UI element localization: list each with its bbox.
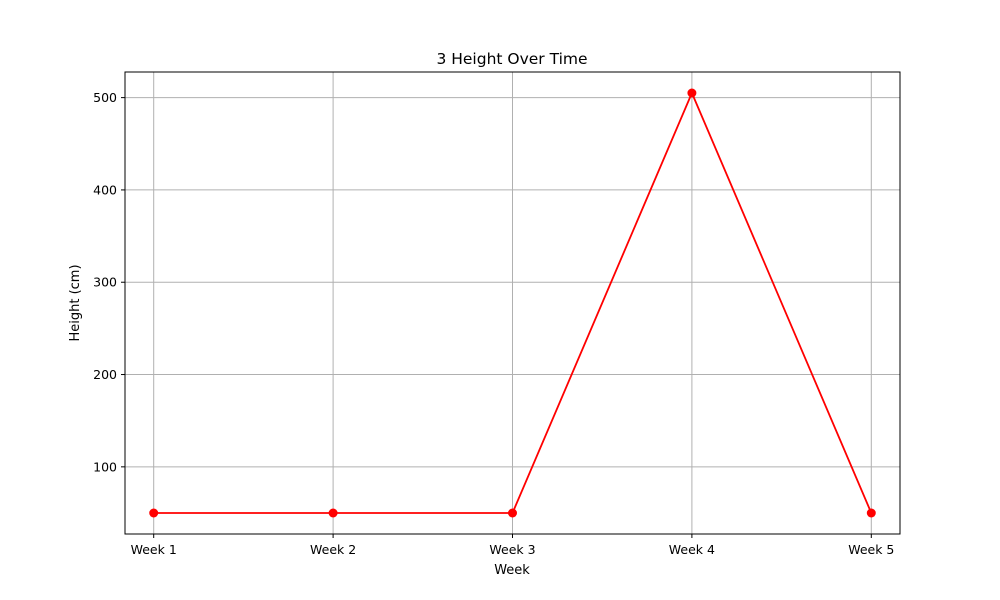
series-layer bbox=[149, 88, 876, 518]
data-point bbox=[149, 508, 159, 518]
data-point bbox=[328, 508, 338, 518]
y-tick-label: 400 bbox=[93, 182, 117, 197]
chart-title: 3 Height Over Time bbox=[436, 50, 587, 68]
y-axis: 100 200 300 400 500 bbox=[93, 90, 125, 474]
x-tick-label: Week 1 bbox=[131, 542, 177, 557]
x-axis-label: Week bbox=[494, 563, 530, 578]
x-tick-label: Week 4 bbox=[669, 542, 715, 557]
y-axis-label: Height (cm) bbox=[68, 264, 83, 341]
y-tick-label: 200 bbox=[93, 367, 117, 382]
data-point bbox=[687, 88, 697, 98]
y-tick-label: 300 bbox=[93, 275, 117, 290]
grid bbox=[125, 72, 900, 534]
y-tick-label: 100 bbox=[93, 459, 117, 474]
x-tick-label: Week 2 bbox=[310, 542, 356, 557]
x-tick-label: Week 3 bbox=[489, 542, 535, 557]
y-tick-label: 500 bbox=[93, 90, 117, 105]
data-point bbox=[866, 508, 876, 518]
x-tick-label: Week 5 bbox=[848, 542, 894, 557]
x-axis: Week 1 Week 2 Week 3 Week 4 Week 5 bbox=[131, 534, 894, 557]
data-point bbox=[508, 508, 517, 518]
